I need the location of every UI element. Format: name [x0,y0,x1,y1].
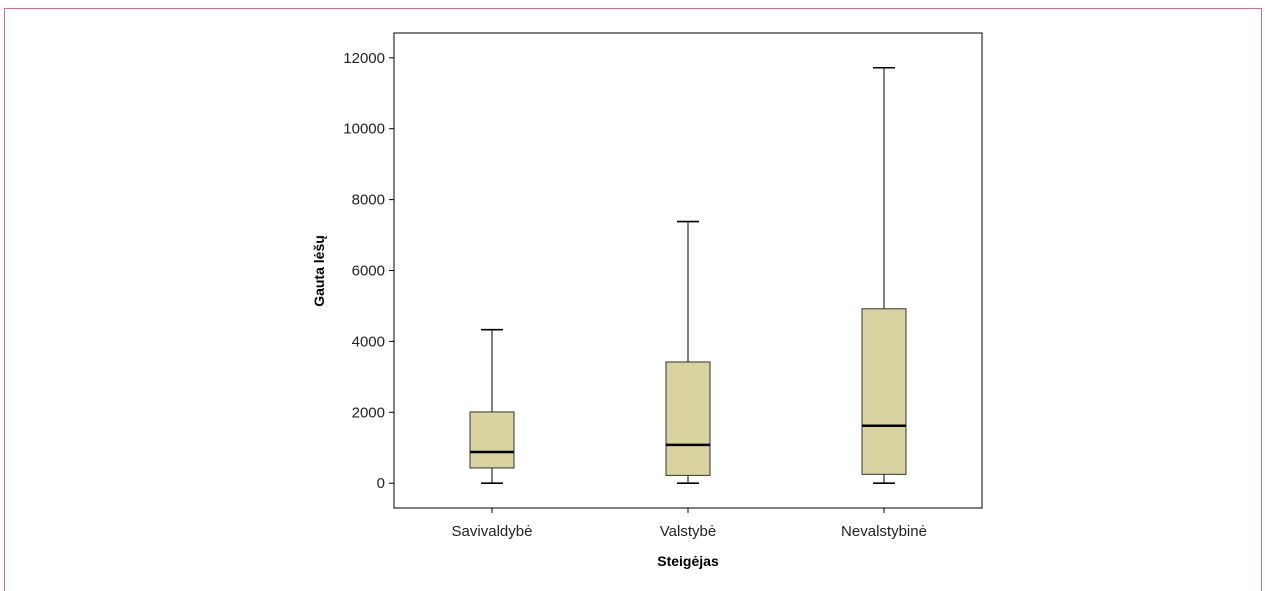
box-0 [469,328,515,484]
y-tick-label: 0 [377,475,385,492]
iqr-box [861,308,907,475]
x-category-label: Valstybė [660,523,716,540]
y-axis: 0 2000 4000 6000 8000 10000 12000 [343,50,394,492]
y-tick-label: 4000 [352,333,385,350]
iqr-box [469,411,515,469]
y-tick-label: 8000 [352,192,385,209]
x-category-label: Savivaldybė [452,523,533,540]
boxes-layer [469,66,907,484]
y-axis-title: Gauta lėšų [311,235,327,307]
y-tick-label: 10000 [343,121,385,138]
y-tick-label: 6000 [352,263,385,280]
box-1 [665,220,711,484]
x-category-label: Nevalstybinė [841,523,927,540]
y-tick-label: 2000 [352,404,385,421]
x-axis: Savivaldybė Valstybė Nevalstybinė [452,508,927,540]
chart-frame [4,8,1262,591]
y-tick-label: 12000 [343,50,385,67]
box-2 [861,66,907,484]
x-axis-title: Steigėjas [657,553,719,569]
iqr-box [665,361,711,476]
